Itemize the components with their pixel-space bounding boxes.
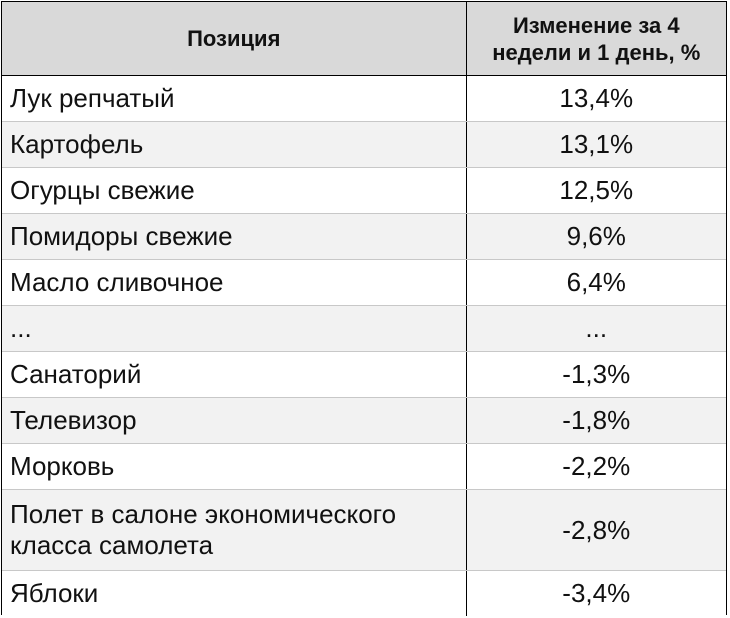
table-row: Лук репчатый 13,4% bbox=[2, 75, 726, 122]
row-position-name: Огурцы свежие bbox=[2, 167, 467, 214]
column-header-position: Позиция bbox=[2, 2, 467, 76]
row-change-value: 13,4% bbox=[466, 75, 726, 122]
table-row: Помидоры свежие 9,6% bbox=[2, 213, 726, 260]
table-row: Яблоки -3,4% bbox=[2, 570, 726, 616]
row-change-value: -3,4% bbox=[466, 570, 726, 616]
table-row: Огурцы свежие 12,5% bbox=[2, 167, 726, 214]
row-position-name: Лук репчатый bbox=[2, 75, 467, 122]
table-row: Масло сливочное 6,4% bbox=[2, 259, 726, 306]
row-change-value: 13,1% bbox=[466, 121, 726, 168]
row-position-name: Помидоры свежие bbox=[2, 213, 467, 260]
row-position-name: Морковь bbox=[2, 443, 467, 490]
row-position-name: Масло сливочное bbox=[2, 259, 467, 306]
row-change-value: -2,8% bbox=[466, 489, 726, 571]
row-position-name: Картофель bbox=[2, 121, 467, 168]
row-position-name: Телевизор bbox=[2, 397, 467, 444]
row-change-value: -1,3% bbox=[466, 351, 726, 398]
row-position-name: Санаторий bbox=[2, 351, 467, 398]
row-position-name: ... bbox=[2, 305, 467, 352]
table-body: Лук репчатый 13,4% Картофель 13,1% Огурцы св… bbox=[2, 75, 726, 616]
table-row: ...... bbox=[2, 305, 726, 352]
table-row: Полет в салоне экономического класса сам… bbox=[2, 489, 726, 571]
row-position-name: Яблоки bbox=[2, 570, 467, 616]
row-change-value: ... bbox=[466, 305, 726, 352]
row-change-value: 9,6% bbox=[466, 213, 726, 260]
column-header-change: Изменение за 4 недели и 1 день, % bbox=[466, 2, 726, 76]
table-row: Телевизор -1,8% bbox=[2, 397, 726, 444]
table-row: Санаторий -1,3% bbox=[2, 351, 726, 398]
table-row: Морковь -2,2% bbox=[2, 443, 726, 490]
table-row: Картофель 13,1% bbox=[2, 121, 726, 168]
row-change-value: 12,5% bbox=[466, 167, 726, 214]
row-change-value: -1,8% bbox=[466, 397, 726, 444]
row-change-value: -2,2% bbox=[466, 443, 726, 490]
row-position-name: Полет в салоне экономического класса сам… bbox=[2, 489, 467, 571]
header-row: Позиция Изменение за 4 недели и 1 день, … bbox=[2, 2, 726, 76]
row-change-value: 6,4% bbox=[466, 259, 726, 306]
